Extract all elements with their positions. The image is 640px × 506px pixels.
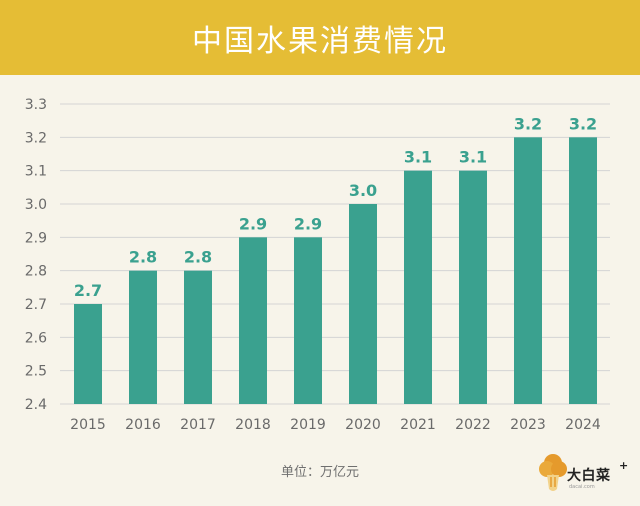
y-tick-label: 3.3 xyxy=(25,97,47,113)
brand-logo: 大白菜 + dacai.com xyxy=(537,445,633,499)
data-label: 2.8 xyxy=(129,248,157,267)
bar xyxy=(184,270,212,404)
bar xyxy=(514,137,542,405)
x-tick-label: 2017 xyxy=(180,417,216,433)
y-tick-label: 2.4 xyxy=(25,397,47,413)
x-tick-label: 2023 xyxy=(510,417,546,433)
x-tick-label: 2019 xyxy=(290,417,326,433)
data-label: 3.0 xyxy=(349,181,377,200)
x-tick-label: 2018 xyxy=(235,417,271,433)
y-tick-label: 3.0 xyxy=(25,197,47,213)
data-label: 2.9 xyxy=(239,214,267,233)
data-label: 3.1 xyxy=(404,148,432,167)
logo-subtext: dacai.com xyxy=(569,484,595,490)
y-tick-label: 2.6 xyxy=(25,330,47,346)
y-tick-label: 2.7 xyxy=(25,297,47,313)
x-tick-label: 2016 xyxy=(125,417,161,433)
bar xyxy=(239,237,267,404)
data-label: 2.7 xyxy=(74,281,102,300)
y-tick-label: 3.2 xyxy=(25,130,47,146)
data-label: 3.2 xyxy=(569,114,597,133)
cabbage-icon xyxy=(539,454,567,491)
unit-label: 单位：万亿元 xyxy=(280,465,359,480)
y-tick-label: 3.1 xyxy=(25,164,47,180)
bar xyxy=(74,304,102,404)
x-tick-label: 2024 xyxy=(565,417,601,433)
chart-title: 中国水果消费情况 xyxy=(192,23,448,59)
bar xyxy=(569,137,597,405)
logo-text: 大白菜 xyxy=(567,468,611,484)
y-tick-label: 2.8 xyxy=(25,264,47,280)
y-tick-label: 2.5 xyxy=(25,364,47,380)
bar xyxy=(349,204,377,404)
data-label: 3.2 xyxy=(514,114,542,133)
x-tick-label: 2020 xyxy=(345,417,381,433)
data-label: 2.9 xyxy=(294,214,322,233)
logo-plus: + xyxy=(619,459,629,472)
x-tick-label: 2022 xyxy=(455,417,491,433)
bar xyxy=(459,170,487,404)
x-tick-label: 2021 xyxy=(400,417,436,433)
x-tick-label: 2015 xyxy=(70,417,106,433)
y-tick-label: 2.9 xyxy=(25,230,47,246)
bar xyxy=(129,270,157,404)
title-banner: 中国水果消费情况 xyxy=(0,0,640,75)
data-label: 3.1 xyxy=(459,148,487,167)
bar xyxy=(294,237,322,404)
bar xyxy=(404,170,432,404)
data-label: 2.8 xyxy=(184,248,212,267)
